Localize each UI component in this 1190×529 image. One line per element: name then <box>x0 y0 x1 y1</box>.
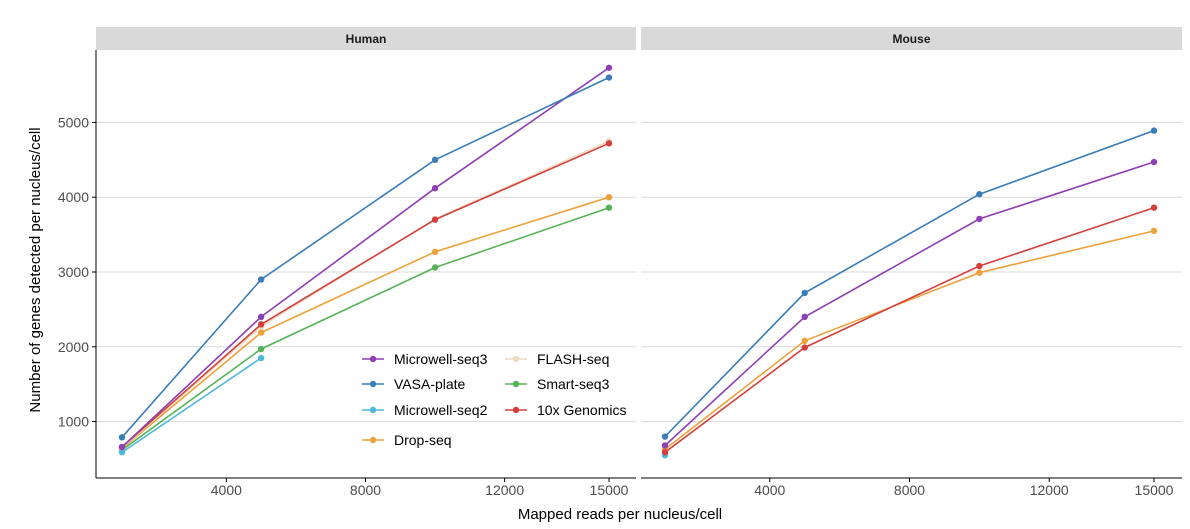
data-point <box>1150 227 1158 235</box>
panel-mouse: Mouse 4000 8000 12000 15000 <box>641 27 1182 498</box>
y-tick-label: 4000 <box>58 189 89 205</box>
series-drop-seq <box>661 227 1158 453</box>
x-tick-label: 8000 <box>894 482 925 498</box>
series-10x-genomics <box>118 140 613 451</box>
series-line <box>121 140 610 449</box>
x-tick-label: 8000 <box>350 482 381 498</box>
data-point <box>431 248 439 256</box>
series-vasa-plate <box>118 74 613 441</box>
legend-key-point <box>369 436 377 444</box>
data-point <box>257 321 265 328</box>
series-microwell-seq3 <box>661 158 1158 449</box>
data-point <box>801 289 808 297</box>
data-point <box>605 140 613 147</box>
data-point <box>1150 127 1158 134</box>
series-line <box>121 67 610 448</box>
legend-item: VASA-plate <box>362 376 466 392</box>
legend-label: Microwell-seq3 <box>394 351 488 367</box>
series-line <box>664 129 1155 438</box>
x-axis-title: Mapped reads per nucleus/cell <box>518 506 722 523</box>
legend-key-point <box>369 355 377 363</box>
legend-key-point <box>512 380 520 388</box>
legend-label: FLASH-seq <box>537 351 609 367</box>
facet-strip <box>96 27 636 50</box>
data-point <box>431 156 439 163</box>
y-axis-title: Number of genes detected per nucleus/cel… <box>27 127 44 412</box>
legend-item: Microwell-seq2 <box>362 402 488 418</box>
x-tick-label: 4000 <box>754 482 785 498</box>
data-point <box>976 191 983 198</box>
data-point <box>257 313 265 321</box>
legend-item: FLASH-seq <box>505 351 609 367</box>
data-point <box>1150 204 1158 211</box>
legend-label: VASA-plate <box>394 376 466 392</box>
series-line <box>121 142 610 448</box>
series-line <box>121 76 610 438</box>
x-tick-label: 15000 <box>590 482 629 498</box>
data-point <box>257 329 265 336</box>
legend-key-point <box>512 355 520 363</box>
data-point <box>431 264 439 271</box>
data-point <box>605 204 613 211</box>
legend-item: Smart-seq3 <box>505 376 610 392</box>
data-point <box>1150 158 1158 166</box>
series-microwell-seq2 <box>118 354 265 456</box>
data-point <box>976 215 983 223</box>
legend-item: Drop-seq <box>362 432 452 448</box>
data-point <box>801 313 808 321</box>
x-tick-label: 15000 <box>1135 482 1174 498</box>
legend-label: Drop-seq <box>394 432 452 448</box>
legend-label: 10x Genomics <box>537 402 626 418</box>
y-tick-label: 1000 <box>58 414 89 430</box>
data-point <box>801 344 808 351</box>
data-point <box>431 216 439 223</box>
data-point <box>605 64 613 71</box>
series-line <box>664 206 1155 453</box>
y-tick-label: 5000 <box>58 114 89 130</box>
x-tick-label: 12000 <box>1030 482 1069 498</box>
panel-human: Human 4000 8000 12000 15000 1000 2000 3000 4000 5… <box>58 27 636 498</box>
legend-key-point <box>512 406 520 414</box>
legend: Microwell-seq3 VASA-plate Microwell-seq2 Dr… <box>362 351 626 448</box>
data-point <box>976 262 983 270</box>
legend-key-point <box>369 380 377 388</box>
legend-item: Microwell-seq3 <box>362 351 488 367</box>
data-point <box>661 442 669 449</box>
y-tick-label: 2000 <box>58 339 89 355</box>
series-line <box>121 196 610 450</box>
legend-key-point <box>369 406 377 414</box>
data-point <box>118 449 126 456</box>
series-vasa-plate <box>661 127 1158 440</box>
series-line <box>121 357 262 453</box>
y-tick-label: 3000 <box>58 264 89 280</box>
data-point <box>605 194 613 201</box>
legend-label: Smart-seq3 <box>537 376 610 392</box>
facet-strip <box>641 27 1182 50</box>
data-point <box>257 345 265 353</box>
x-tick-label: 4000 <box>211 482 242 498</box>
data-point <box>605 74 613 81</box>
data-point <box>431 185 439 192</box>
legend-label: Microwell-seq2 <box>394 402 488 418</box>
data-point <box>661 449 669 456</box>
series-line <box>664 161 1155 447</box>
facet-title: Human <box>346 32 387 46</box>
data-point <box>976 269 983 276</box>
series-line <box>121 206 610 451</box>
series-microwell-seq3 <box>118 64 613 451</box>
series-line <box>664 230 1155 450</box>
x-tick-label: 12000 <box>485 482 524 498</box>
data-point <box>257 276 265 283</box>
data-point <box>118 434 126 441</box>
data-point <box>661 433 669 440</box>
data-point <box>257 354 265 362</box>
data-point <box>118 443 126 451</box>
legend-item: 10x Genomics <box>505 402 626 418</box>
data-point <box>801 337 808 345</box>
series-10x-genomics <box>661 204 1158 456</box>
facet-title: Mouse <box>892 32 930 46</box>
